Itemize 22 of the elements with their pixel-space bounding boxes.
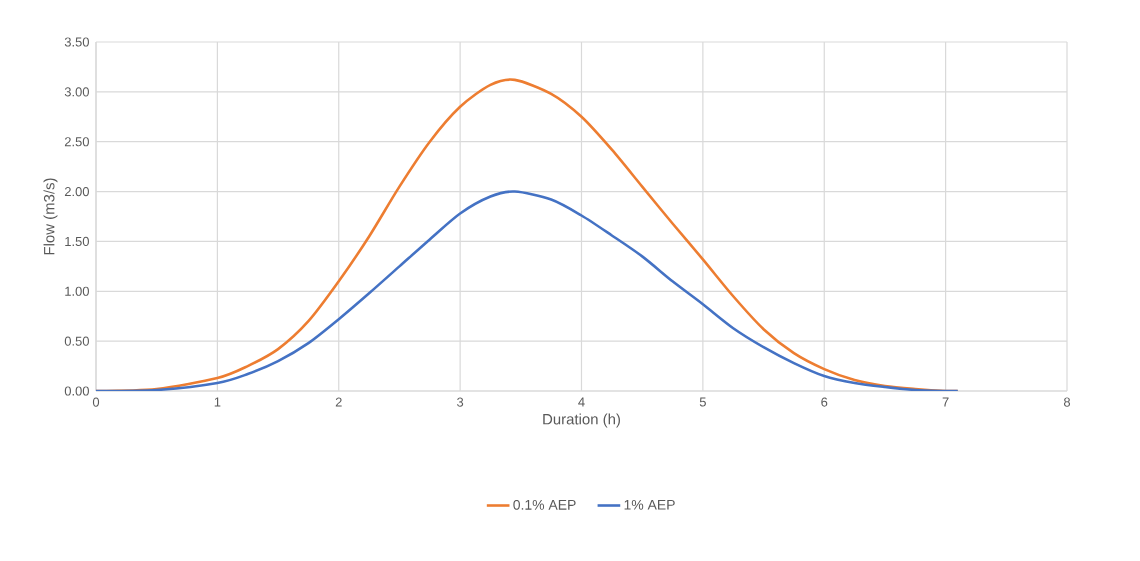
x-tick-label: 0 [92,397,100,407]
legend-label: 1% AEP [624,499,675,510]
x-axis-title: Duration (h) [543,413,620,428]
line-series [96,190,960,391]
y-tick-label: 1.50 [65,236,89,247]
legend-label: 0.1% AEP [513,499,576,510]
x-tick-label: 5 [699,397,706,407]
y-tick-label: 1.00 [65,286,89,296]
x-tick-label: 3 [457,397,464,407]
y-tick-label: 3.00 [64,87,89,97]
x-tick-label: 7 [942,397,949,407]
x-tick-label: 4 [578,397,585,407]
y-tick-label: 2.50 [64,137,89,147]
y-tick-label: 2.00 [64,186,89,197]
y-tick-label: 3.50 [64,37,89,47]
y-tick-label: 0.50 [64,336,89,346]
x-tick-label: 2 [335,397,342,407]
y-axis-title: Flow (m3/s) [43,178,58,255]
x-tick-label: 8 [1063,397,1071,407]
y-tick-label: 0.00 [64,386,89,396]
x-tick-label: 1 [214,397,221,407]
x-tick-label: 6 [821,397,828,407]
